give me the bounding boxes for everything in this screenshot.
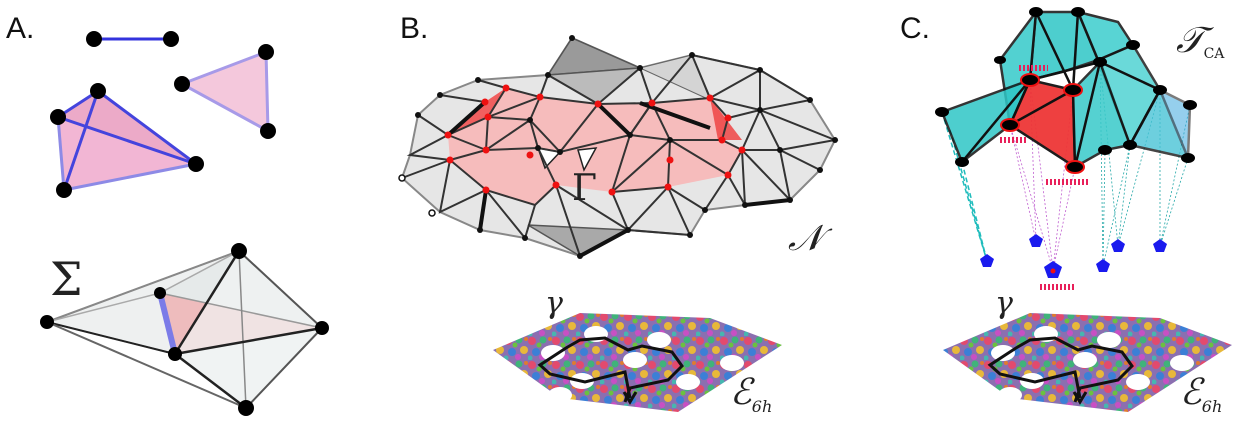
- tca-symbol: 𝒯: [1176, 20, 1204, 61]
- nerve-label: 𝒩: [788, 218, 823, 259]
- panel-a: [40, 31, 329, 416]
- panel-c: [935, 7, 1232, 412]
- tca-label: 𝒯CA: [1176, 20, 1224, 62]
- gamma-region-label: Γ: [572, 168, 597, 209]
- projection-lines: [941, 61, 1191, 271]
- triangle-simplex: [174, 44, 276, 139]
- panel-a-label: A.: [6, 12, 35, 45]
- red-dashed-marker: [1000, 65, 1090, 290]
- tetrahedron-simplex: [50, 83, 204, 198]
- tca-complex: [940, 7, 1192, 170]
- sigma-complex: [40, 243, 329, 416]
- tca-subscript: CA: [1203, 46, 1225, 62]
- trajectory-label: γ: [995, 286, 1013, 321]
- environment-symbol: ℰ: [1180, 372, 1202, 413]
- environment-map: [943, 313, 1232, 412]
- panel-b: [398, 35, 839, 412]
- environment-label: ℰ6h: [730, 372, 773, 416]
- trajectory-label: γ: [545, 286, 563, 321]
- environment-subscript: 6h: [751, 397, 773, 416]
- environment-symbol: ℰ: [730, 372, 752, 413]
- edge-simplex: [86, 31, 179, 47]
- environment-map: [493, 313, 782, 412]
- panel-c-label: C.: [900, 12, 930, 45]
- sigma-label: Σ: [50, 252, 83, 306]
- trajectory-path: [537, 336, 684, 403]
- environment-subscript: 6h: [1201, 397, 1223, 416]
- trajectory-path: [987, 336, 1134, 403]
- panel-b-label: B.: [400, 12, 429, 45]
- environment-label: ℰ6h: [1180, 372, 1223, 416]
- nerve-complex: [398, 35, 839, 259]
